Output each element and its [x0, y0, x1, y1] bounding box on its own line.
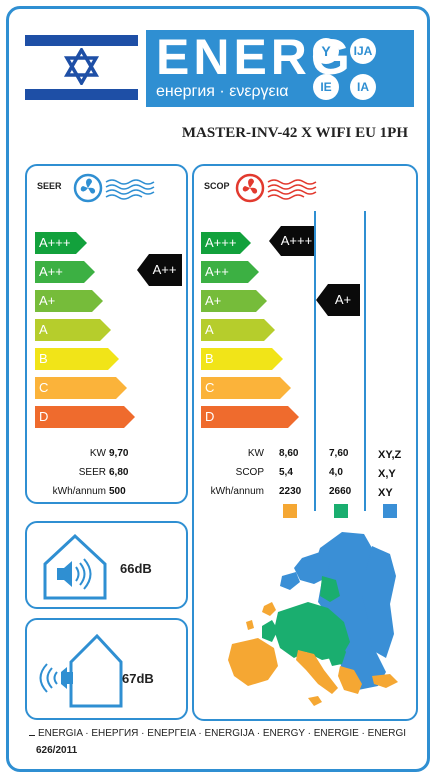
class-arrow-a+++: A+++ [35, 232, 87, 254]
heating-fan-icon [235, 173, 317, 203]
star-of-david-icon [63, 48, 100, 85]
seer-row-value: 500 [109, 486, 126, 497]
seer-rating-indicator: A++ [137, 254, 182, 286]
scop-value: 2230 [279, 486, 302, 497]
israel-flag [25, 30, 138, 103]
class-arrow-a: A [201, 319, 275, 341]
scop-rating-indicator-warm: A+++ [269, 226, 314, 256]
seer-title: SEER [37, 181, 62, 191]
seer-row-label: KW [89, 448, 106, 459]
scop-value: 2660 [329, 486, 352, 497]
outdoor-noise-panel: 67dB [25, 618, 188, 720]
class-arrow-d: D [35, 406, 135, 428]
class-arrow-c: C [201, 377, 291, 399]
indoor-unit-speaker-icon [43, 533, 107, 600]
zone-divider [364, 211, 366, 511]
scop-row-label: KW [247, 448, 264, 459]
seer-row-label: kWh/annum [52, 486, 106, 497]
class-arrow-a: A [35, 319, 111, 341]
scop-row-label: kWh/annum [210, 486, 264, 497]
class-arrow-a+++: A+++ [201, 232, 251, 254]
scop-panel: SCOP A+++ A++ A+ A B C D A+++ A+ KW 8,60… [192, 164, 418, 721]
class-arrow-c: C [35, 377, 127, 399]
scop-value: 8,60 [279, 448, 299, 459]
scop-rating-indicator-average: A+ [316, 284, 360, 316]
europe-climate-map [228, 532, 398, 706]
indoor-noise-panel: 66dB [25, 521, 188, 609]
energy-banner: ENERG енергия · ενεργεια Y IJA IE IA [146, 29, 414, 107]
lang-code: Y [313, 38, 339, 64]
class-arrow-b: B [35, 348, 119, 370]
scop-value: XY [378, 487, 393, 499]
lang-code: IE [313, 74, 339, 100]
brand-subtitle: енергия · ενεργεια [156, 83, 289, 100]
lang-code: IJA [350, 38, 376, 64]
footer-languages: ENERGIA · ЕНЕРГИЯ · ΕΝΕΡΓΕΙΑ · ENERGIJA … [38, 728, 406, 739]
scop-row-label: SCOP [235, 467, 264, 478]
scop-value: 5,4 [279, 467, 293, 478]
class-arrow-a+: A+ [35, 290, 103, 312]
zone-average-swatch [334, 504, 348, 518]
class-arrow-a++: A++ [35, 261, 95, 283]
zone-cold-swatch [383, 504, 397, 518]
zone-warm-swatch [283, 504, 297, 518]
class-arrow-b: B [201, 348, 283, 370]
class-arrow-a+: A+ [201, 290, 267, 312]
scop-value: 7,60 [329, 448, 349, 459]
seer-row-label: SEER [78, 467, 106, 478]
footer-regulation: 626/2011 [36, 745, 78, 756]
cooling-fan-icon [73, 173, 155, 203]
seer-panel: SEER A+++ A++ A+ A B C D A++ KW 9,70 SEE… [25, 164, 188, 504]
class-arrow-d: D [201, 406, 299, 428]
lang-code: IA [350, 74, 376, 100]
scop-title: SCOP [204, 181, 230, 191]
seer-row-value: 6,80 [109, 467, 129, 478]
model-name: MASTER-INV-42 X WIFI EU 1PH [181, 125, 408, 141]
zone-divider [314, 211, 316, 511]
indoor-noise-value: 66dB [120, 561, 152, 576]
footer-dash [29, 735, 35, 736]
label-frame [6, 6, 430, 772]
scop-value: 4,0 [329, 467, 343, 478]
outdoor-noise-value: 67dB [122, 671, 154, 686]
outdoor-unit-speaker-icon [39, 633, 123, 708]
scop-value: XY,Z [378, 449, 402, 461]
scop-value: X,Y [378, 468, 396, 480]
seer-row-value: 9,70 [109, 448, 129, 459]
class-arrow-a++: A++ [201, 261, 259, 283]
